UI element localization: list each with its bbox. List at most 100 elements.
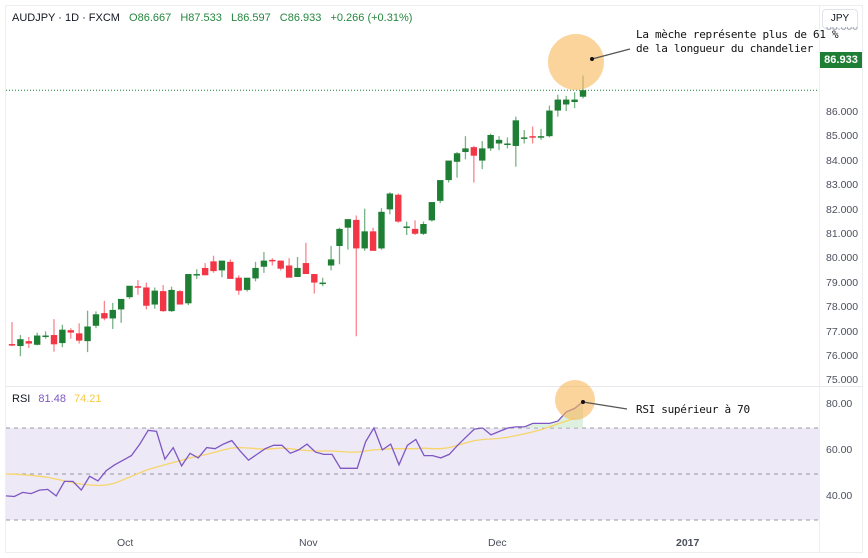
- open-value: O86.667: [129, 12, 172, 24]
- wick-annotation-leader: [591, 48, 631, 60]
- price-axis-label: 81.000: [826, 228, 859, 240]
- symbol-legend: AUDJPY · 1D · FXCM O86.667 H87.533 L86.5…: [12, 12, 412, 24]
- wick-annotation-dot: [590, 57, 594, 61]
- candle: [487, 133, 494, 151]
- rsi-annotation-dot: [581, 400, 585, 404]
- close-value: C86.933: [279, 12, 322, 24]
- candle: [159, 285, 167, 312]
- time-label-oct: Oct: [117, 537, 134, 549]
- rsi-axis-label-80: 80.00: [826, 398, 853, 410]
- rsi-ma-value: 74.21: [74, 393, 102, 405]
- chart-frame: [5, 5, 863, 553]
- rsi-value: 81.48: [38, 393, 66, 405]
- candle: [344, 219, 352, 250]
- time-label-dec: Dec: [488, 537, 507, 549]
- candle: [117, 298, 125, 323]
- rsi-annotation: RSI supérieur à 70: [636, 403, 750, 416]
- candle: [260, 252, 268, 273]
- symbol-label[interactable]: AUDJPY · 1D · FXCM: [12, 12, 120, 24]
- candle: [361, 208, 368, 251]
- wick-annotation: La mèche représente plus de 61 % de la l…: [636, 28, 839, 56]
- price-axis-label: 80.000: [826, 252, 859, 265]
- price-axis-separator: [819, 6, 820, 552]
- pane-separator[interactable]: [6, 386, 862, 387]
- price-axis-label: 78.000: [826, 301, 859, 314]
- candle: [67, 328, 74, 339]
- price-axis-label-partial: 88.000: [826, 27, 859, 33]
- candle: [386, 192, 394, 215]
- candle: [277, 260, 284, 271]
- candle: [25, 336, 32, 348]
- wick-annotation-line2: de la longueur du chandelier: [636, 42, 814, 55]
- candle: [369, 227, 377, 251]
- price-axis-label: 79.000: [826, 276, 859, 289]
- candle: [327, 245, 335, 271]
- rsi-highlight-circle: [555, 380, 595, 420]
- rsi-legend: RSI 81.48 74.21: [12, 393, 102, 405]
- candle: [353, 215, 360, 337]
- candle: [411, 220, 419, 235]
- candle: [176, 290, 184, 305]
- candle: [185, 274, 192, 306]
- candle: [126, 285, 133, 299]
- candle: [512, 116, 520, 167]
- candle: [437, 180, 444, 204]
- candle: [462, 136, 469, 160]
- candle: [143, 282, 150, 310]
- currency-button[interactable]: JPY: [822, 9, 858, 29]
- time-label-2017: 2017: [676, 537, 700, 549]
- rsi-ma-line: [5, 417, 575, 487]
- price-axis-label: 84.000: [826, 154, 859, 167]
- candle: [50, 319, 58, 352]
- candle: [17, 335, 24, 357]
- rsi-band: [6, 428, 819, 520]
- candle: [479, 141, 486, 170]
- low-value: L86.597: [230, 12, 271, 24]
- candle: [243, 277, 251, 292]
- price-axis-label: 76.000: [826, 350, 859, 362]
- candle: [453, 152, 461, 178]
- price-axis-label: 83.000: [826, 179, 859, 192]
- high-value: H87.533: [180, 12, 222, 24]
- candle: [428, 202, 436, 222]
- candle: [218, 260, 226, 278]
- change-value: +0.266 (+0.31%): [330, 12, 413, 24]
- candle: [571, 92, 578, 109]
- rsi-label[interactable]: RSI: [12, 393, 31, 405]
- rsi-axis-label-40: 40.00: [826, 490, 853, 502]
- candle: [319, 277, 326, 287]
- candle: [294, 256, 301, 277]
- candle: [168, 286, 175, 312]
- candle: [403, 221, 410, 235]
- candle: [336, 227, 343, 265]
- candle: [529, 126, 536, 144]
- rsi-overbought-fill: [524, 401, 583, 428]
- candle: [134, 280, 142, 295]
- candle: [445, 160, 452, 183]
- candle: [395, 193, 402, 223]
- candle: [378, 208, 385, 250]
- candle: [151, 287, 158, 309]
- price-axis-label: 86.000: [826, 106, 859, 118]
- candle: [252, 261, 259, 282]
- candle: [521, 130, 528, 144]
- candle: [75, 323, 83, 344]
- candle: [563, 95, 570, 112]
- candle: [546, 105, 553, 138]
- wick-annotation-line1: La mèche représente plus de 61 %: [636, 28, 839, 41]
- candle: [33, 332, 41, 346]
- candle: [201, 263, 209, 276]
- candle: [420, 221, 427, 235]
- price-axis-label: 85.000: [826, 130, 859, 143]
- candle: [311, 274, 318, 294]
- price-axis-label: 77.000: [826, 325, 859, 338]
- candle: [285, 258, 293, 278]
- candle: [504, 137, 511, 149]
- candle: [235, 275, 242, 295]
- candle: [101, 300, 108, 321]
- current-price-label: 86.933: [820, 52, 862, 68]
- wick-highlight-circle: [548, 34, 604, 90]
- candle: [302, 242, 310, 275]
- candle: [42, 331, 49, 339]
